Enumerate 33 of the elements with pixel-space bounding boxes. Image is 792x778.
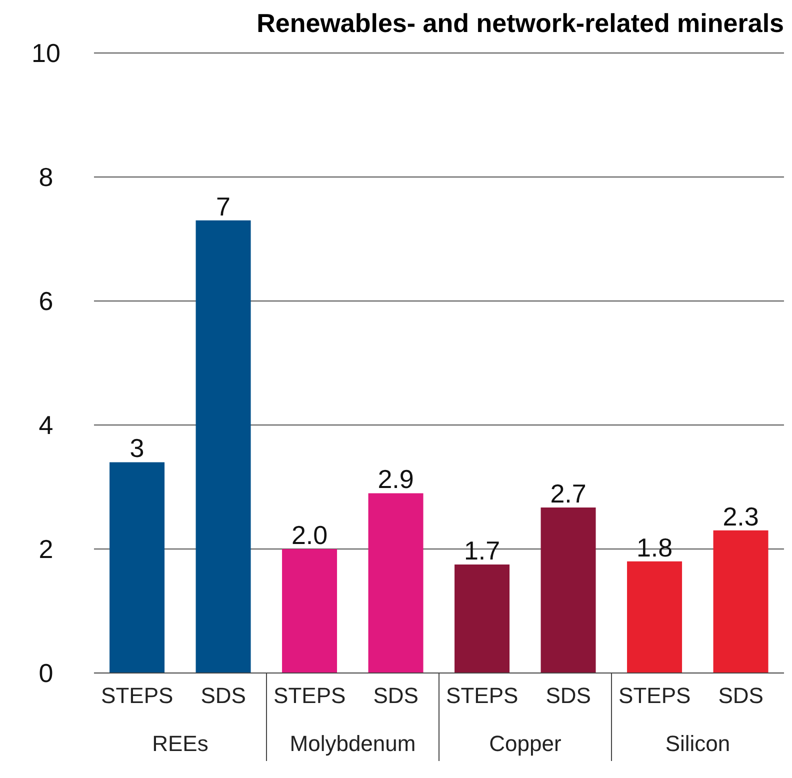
data-label: 7 <box>216 191 231 222</box>
bar <box>282 549 338 673</box>
data-label: 2.9 <box>378 464 414 494</box>
y-tick-label: 4 <box>38 410 54 440</box>
text: REEs <box>152 731 208 756</box>
data-label: 2.7 <box>550 478 586 508</box>
x-tick-label: STEPS <box>618 683 691 708</box>
text: Molybdenum <box>290 731 416 756</box>
x-tick-label: STEPS <box>101 683 174 708</box>
data-label: 2.3 <box>722 501 759 532</box>
y-tick-label: 2 <box>38 534 54 564</box>
bar <box>540 507 596 673</box>
y-tick-label: 6 <box>38 286 54 316</box>
y-tick-label: 8 <box>38 162 54 192</box>
x-tick-label: STEPS <box>446 683 518 708</box>
bar <box>196 220 251 673</box>
y-tick-label: 10 <box>32 38 60 68</box>
data-label: 3 <box>130 433 144 464</box>
x-tick-label: SDS <box>546 683 591 708</box>
text: Copper <box>489 731 562 756</box>
x-tick-label: SDS <box>373 683 418 708</box>
bar <box>110 462 165 673</box>
x-tick-label: SDS <box>718 683 764 708</box>
bar <box>627 561 682 673</box>
bar <box>454 564 510 673</box>
chart-title: Renewables- and network-related minerals <box>256 8 785 39</box>
y-tick-label: 0 <box>38 658 54 688</box>
text: Silicon <box>665 731 730 756</box>
bar <box>713 530 768 673</box>
bar <box>368 493 424 673</box>
x-tick-label: SDS <box>200 683 246 708</box>
x-tick-label: STEPS <box>274 683 346 708</box>
data-label: 2.0 <box>291 520 328 550</box>
